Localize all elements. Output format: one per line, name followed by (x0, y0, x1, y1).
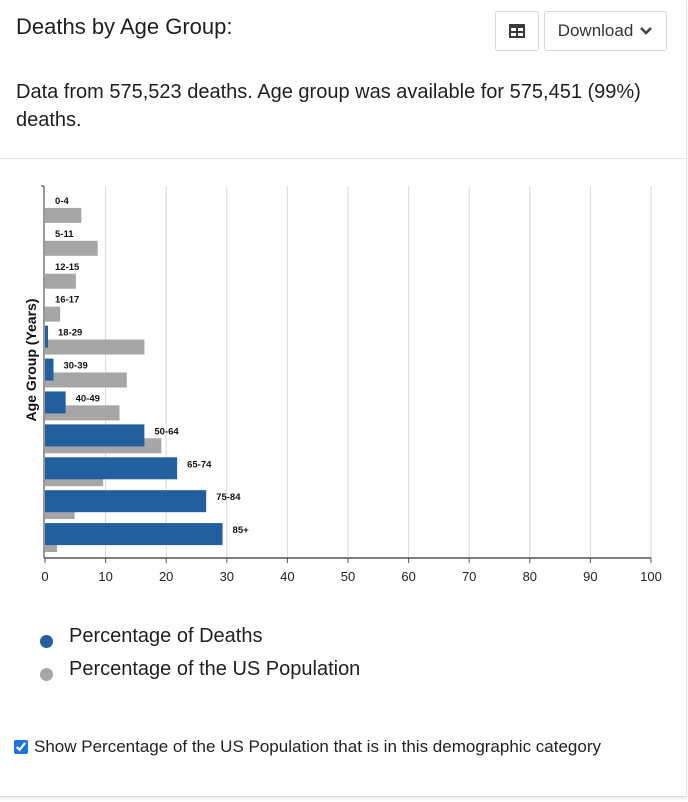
bar-population-16-17 (45, 306, 61, 322)
legend-dot-population (40, 668, 53, 681)
summary-text: Data from 575,523 deaths. Age group was … (16, 81, 641, 131)
x-tick-label: 20 (159, 569, 173, 584)
bar-population-5-11 (45, 240, 98, 256)
bar-label-12-15: 12-15 (55, 262, 80, 273)
table-view-button[interactable] (495, 11, 539, 51)
table-icon (509, 24, 525, 38)
y-axis-label: Age Group (Years) (23, 299, 39, 422)
bar-label-40-49: 40-49 (76, 393, 100, 404)
bar-label-5-11: 5-11 (55, 229, 74, 240)
population-checkbox[interactable] (14, 740, 28, 754)
bar-label-16-17: 16-17 (55, 295, 79, 306)
x-tick-label: 80 (523, 569, 537, 584)
bar-chart: 0-4 5-11 12-15 16-17 18-29 30-39 40-49 50-64 65-… (23, 185, 662, 584)
bar-deaths-75-84 (45, 490, 207, 513)
bar-label-30-39: 30-39 (63, 361, 87, 372)
legend-dot-deaths (40, 635, 53, 648)
bar-deaths-40-49 (45, 391, 66, 414)
x-tick-label: 90 (583, 569, 597, 584)
legend-item-deaths[interactable]: Percentage of Deaths (40, 620, 360, 653)
x-tick-label: 70 (462, 569, 476, 584)
population-toggle-label: Show Percentage of the US Population tha… (34, 737, 602, 756)
x-tick-label: 60 (401, 569, 415, 584)
bar-label-0-4: 0-4 (55, 196, 69, 207)
bar-label-50-64: 50-64 (154, 426, 179, 437)
x-tick-label: 30 (220, 569, 234, 584)
download-label: Download (557, 21, 634, 40)
chevron-down-icon (640, 27, 653, 35)
bar-population-0-4 (45, 207, 82, 223)
x-tick-label: 100 (640, 569, 662, 584)
x-tick-label: 50 (341, 569, 355, 584)
bar-label-75-84: 75-84 (216, 492, 241, 503)
population-toggle[interactable]: Show Percentage of the US Population tha… (14, 737, 601, 757)
bar-label-85+: 85+ (233, 525, 250, 536)
bar-population-30-39 (45, 372, 127, 388)
bar-population-18-29 (45, 339, 145, 355)
download-button[interactable]: Download (544, 11, 667, 51)
legend-label: Percentage of the US Population (69, 658, 361, 680)
divider (0, 158, 688, 159)
legend-label: Percentage of Deaths (69, 625, 263, 647)
legend-item-population[interactable]: Percentage of the US Population (40, 653, 360, 686)
bar-label-18-29: 18-29 (58, 328, 82, 339)
chart-title: Deaths by Age Group: (16, 14, 233, 39)
bar-deaths-30-39 (45, 358, 54, 381)
x-tick-label: 10 (98, 569, 112, 584)
bar-deaths-50-64 (45, 424, 145, 447)
bar-deaths-85+ (45, 523, 223, 546)
bar-label-65-74: 65-74 (187, 459, 212, 470)
legend: Percentage of Deaths Percentage of the U… (40, 620, 360, 686)
bar-population-12-15 (45, 273, 76, 289)
bar-deaths-65-74 (45, 457, 178, 480)
x-tick-label: 0 (41, 569, 48, 584)
bar-deaths-18-29 (45, 325, 49, 348)
x-tick-label: 40 (280, 569, 294, 584)
